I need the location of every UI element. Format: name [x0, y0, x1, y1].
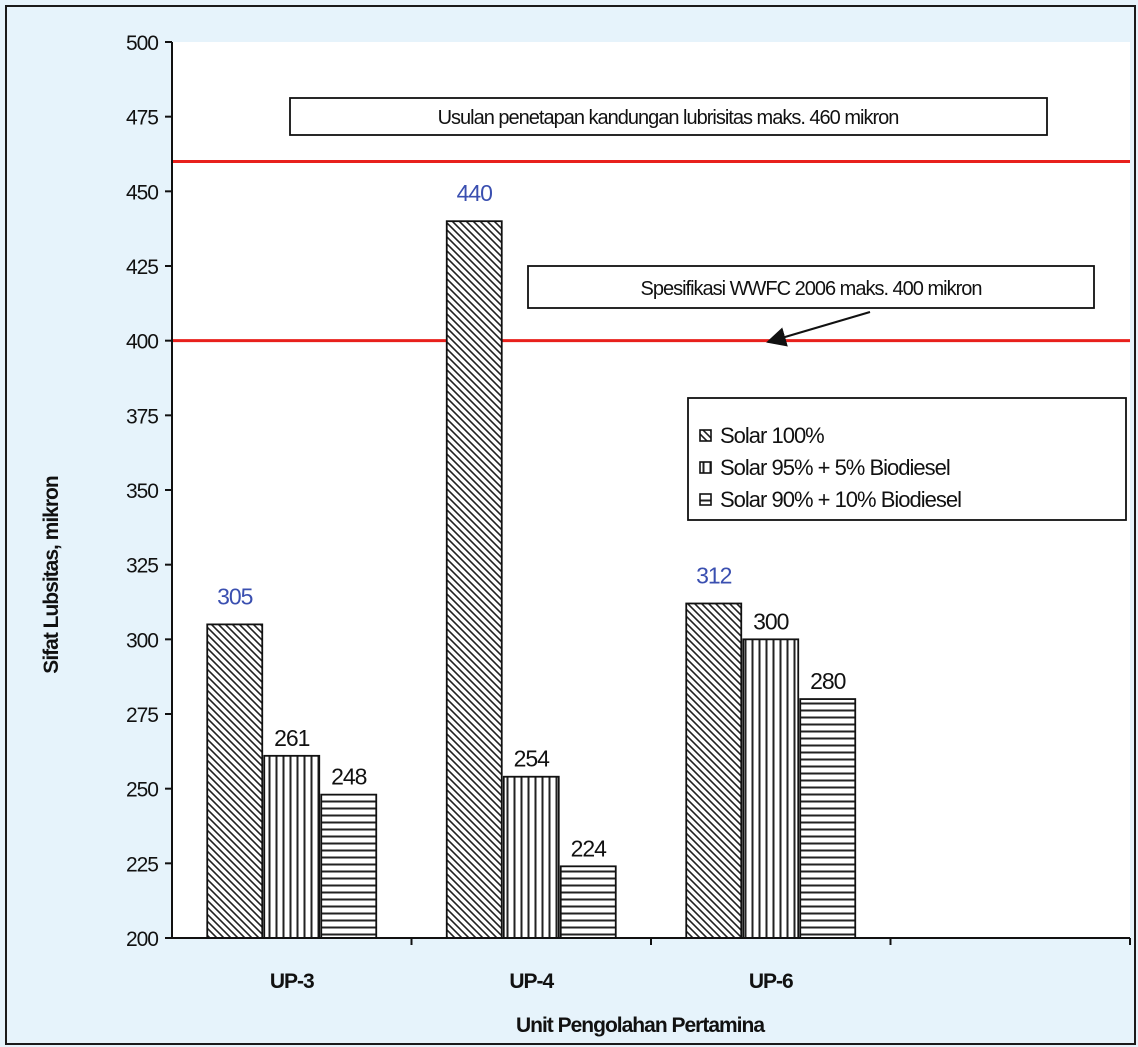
y-tick-label: 250 [126, 779, 158, 802]
y-tick-label: 300 [126, 629, 158, 652]
data-label: 224 [571, 835, 608, 861]
bar [263, 754, 321, 939]
y-tick-label: 225 [126, 853, 158, 876]
data-label: 261 [274, 725, 310, 751]
y-tick-label: 200 [126, 928, 158, 951]
legend: Solar 100% Solar 95% + 5% Biodiesel Sola… [687, 397, 1127, 521]
annotation-box-400 [527, 265, 1095, 309]
legend-label-solar-100: Solar 100% [720, 423, 824, 448]
x-tick-label: UP-4 [509, 970, 554, 993]
legend-label-solar-95: Solar 95% + 5% Biodiesel [720, 455, 950, 480]
data-labels: 305 261 248 440 254 224 312 300 280 [217, 180, 847, 861]
data-label: 440 [457, 180, 493, 206]
y-tick-label: 425 [126, 256, 158, 279]
data-label: 280 [810, 668, 846, 694]
x-ticks: UP-3 UP-4 UP-6 [270, 938, 1131, 993]
y-tick-label: 450 [126, 181, 158, 204]
annotation-arrow [766, 310, 871, 347]
reference-lines [172, 159, 1130, 343]
bar [559, 865, 617, 939]
y-tick-label: 275 [126, 704, 158, 727]
y-tick-label: 375 [126, 405, 158, 428]
y-tick-label: 350 [126, 480, 158, 503]
y-tick-label: 325 [126, 555, 158, 578]
bar [799, 698, 857, 939]
y-tick-label: 400 [126, 331, 158, 354]
bar [502, 775, 560, 939]
legend-swatch-solar-100 [699, 429, 712, 442]
legend-swatch-solar-95 [699, 461, 712, 474]
data-label: 312 [696, 562, 732, 588]
bar [206, 623, 264, 939]
y-ticks: 200 225 250 275 300 325 350 375 400 425 450 475 500 [126, 32, 172, 951]
bar [445, 220, 503, 939]
legend-label-solar-90: Solar 90% + 10% Biodiesel [720, 487, 961, 512]
x-axis-title: Unit Pengolahan Pertamina [516, 1014, 765, 1037]
x-tick-label: UP-3 [270, 970, 314, 993]
legend-swatch-solar-90 [699, 493, 712, 506]
annotation-text-400: Spesifikasi WWFC 2006 maks. 400 mikron [640, 278, 981, 300]
data-label: 248 [331, 764, 367, 790]
annotation-box-460 [289, 97, 1048, 136]
annotation-text-460: Usulan penetapan kandungan lubrisitas ma… [438, 107, 899, 129]
data-label: 305 [217, 583, 253, 609]
bar [685, 602, 743, 939]
bars [206, 220, 857, 939]
bar [320, 793, 378, 939]
data-label: 254 [514, 746, 551, 772]
bar [742, 638, 800, 939]
x-tick-label: UP-6 [749, 970, 793, 993]
y-tick-label: 475 [126, 107, 158, 130]
legend-box [687, 397, 1127, 521]
data-label: 300 [753, 608, 789, 634]
y-tick-label: 500 [126, 32, 158, 55]
y-axis-title: Sifat Lubsitas, mikron [40, 476, 63, 674]
